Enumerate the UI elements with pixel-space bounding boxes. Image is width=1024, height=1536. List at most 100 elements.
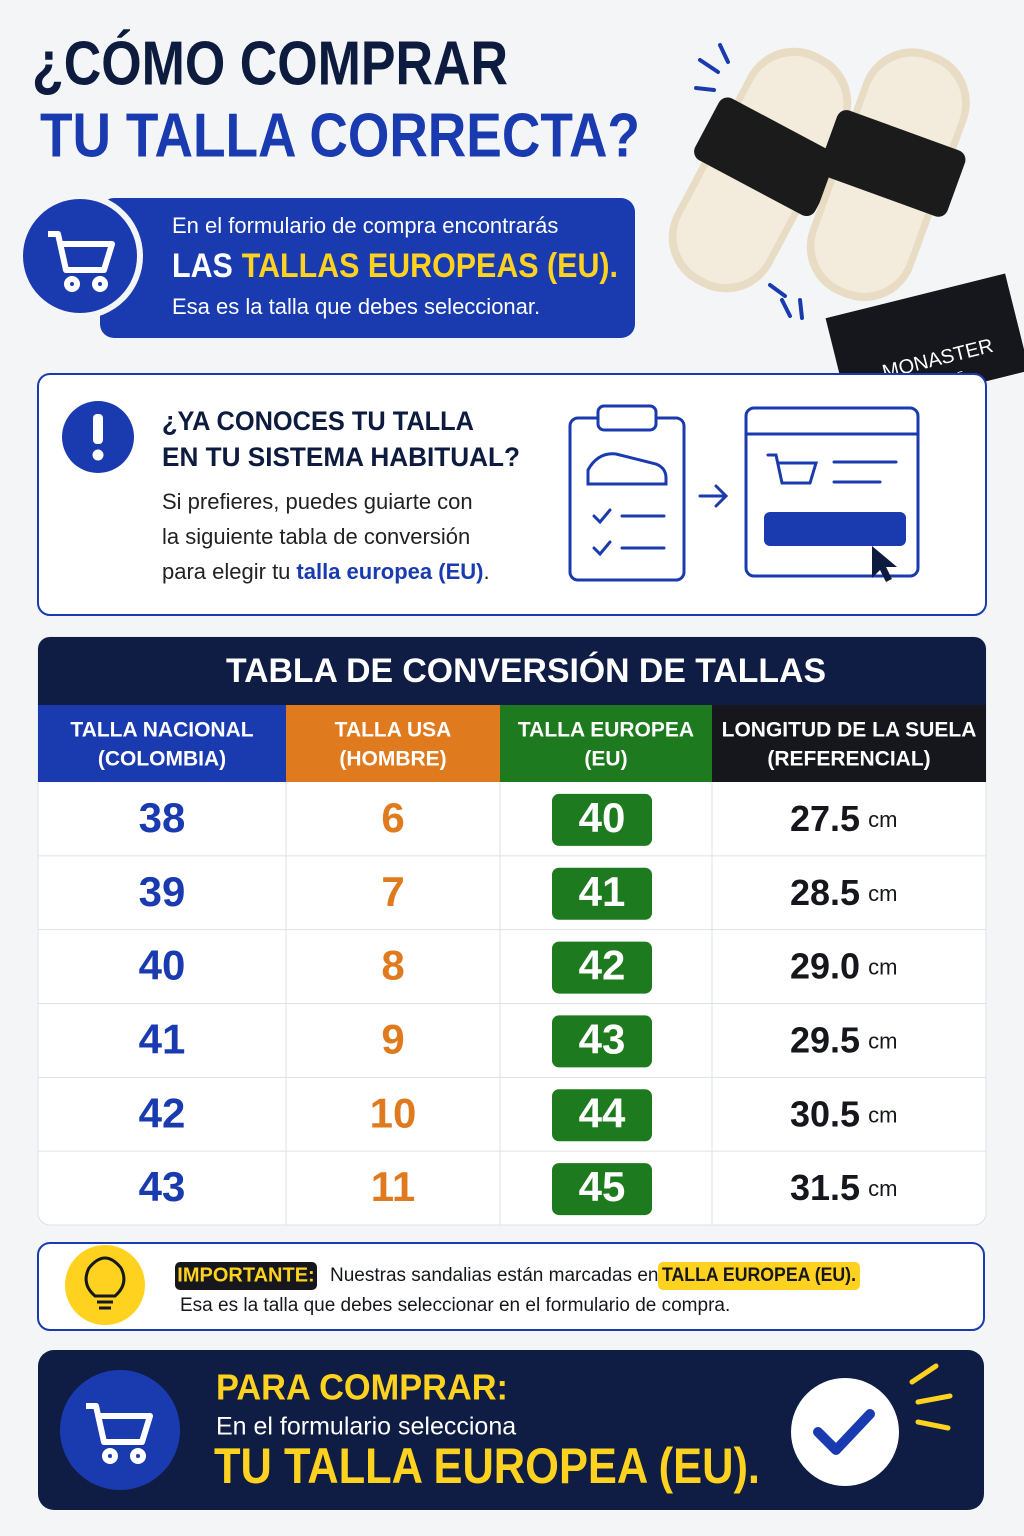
table-cell: 30.5 cm	[790, 1093, 897, 1134]
cta-heading: PARA COMPRAR:	[216, 1367, 508, 1408]
cursor-icon	[872, 546, 897, 582]
select-button	[764, 512, 906, 546]
alert-mark	[93, 414, 103, 444]
important-highlight-bg	[658, 1262, 860, 1290]
important-text-a: Nuestras sandalias están marcadas en	[330, 1265, 658, 1286]
table-cell: 41	[579, 868, 626, 915]
important-label-bg	[175, 1262, 317, 1290]
table-cell: 29.0 cm	[790, 945, 897, 986]
sole-length: 30.5	[790, 1093, 860, 1134]
important-text-2: Esa es la talla que debes seleccionar en…	[180, 1295, 730, 1316]
column-header: (HOMBRE)	[339, 748, 446, 771]
eu-size-badge	[552, 1015, 652, 1068]
table-cell: 38	[139, 794, 186, 841]
info-text: .	[483, 559, 489, 584]
eu-size-badge	[552, 941, 652, 994]
sole-length: 27.5	[790, 797, 860, 838]
title-line-2: TU TALLA CORRECTA?	[40, 101, 640, 170]
table-cell: 29.5 cm	[790, 1019, 897, 1060]
sole-length: 29.0	[790, 945, 860, 986]
table-cell: 41	[139, 1016, 186, 1063]
banner-box	[100, 198, 635, 338]
banner-highlight: TALLAS EUROPEAS (EU).	[242, 247, 618, 285]
column-header-bg	[712, 705, 986, 782]
unit: cm	[868, 954, 897, 979]
eu-size-badge	[552, 867, 652, 920]
column-header: (COLOMBIA)	[98, 748, 226, 771]
column-header: LONGITUD DE LA SUELA	[722, 719, 977, 742]
check-circle	[791, 1378, 899, 1486]
cart-icon	[48, 231, 115, 292]
sole-length: 28.5	[790, 871, 860, 912]
cta-line-3: TU TALLA EUROPEA (EU).	[214, 1438, 760, 1494]
column-header-bg	[500, 705, 712, 782]
table-cell: 6	[381, 794, 404, 841]
table-cell: 27.5 cm	[790, 797, 897, 838]
column-header-bg	[286, 705, 500, 782]
table-cell: 10	[370, 1089, 417, 1136]
unit: cm	[868, 881, 897, 906]
bulb-circle	[65, 1245, 145, 1325]
column-header: TALLA EUROPEA	[518, 719, 694, 742]
alert-dot	[92, 449, 104, 461]
important-label: IMPORTANTE:	[177, 1264, 314, 1286]
cart-circle	[17, 193, 143, 319]
info-heading-2: EN TU SISTEMA HABITUAL?	[162, 442, 520, 472]
column-header: (EU)	[584, 748, 627, 771]
info-highlight: talla europea (EU)	[296, 559, 483, 584]
info-text: para elegir tu	[162, 559, 290, 584]
table-cell: 42	[139, 1089, 186, 1136]
banner-line-2: LASTALLAS EUROPEAS (EU).	[172, 247, 618, 285]
table-title: TABLA DE CONVERSIÓN DE TALLAS	[226, 652, 826, 690]
table: TALLA NACIONAL (COLOMBIA) TALLA USA (HOMBRE…	[38, 705, 986, 1225]
cta-cart-circle	[60, 1370, 180, 1490]
sole-length: 29.5	[790, 1019, 860, 1060]
table-cell: 42	[579, 942, 626, 989]
table-cell: 31.5 cm	[790, 1167, 897, 1208]
check-icon	[813, 1409, 875, 1455]
table-cell: 45	[579, 1163, 626, 1210]
info-text-2: la siguiente tabla de conversión	[162, 524, 470, 549]
table-cell: 39	[139, 868, 186, 915]
column-header: (REFERENCIAL)	[767, 748, 930, 771]
eu-size-badge	[552, 793, 652, 846]
product-image: MONASTER COUTURE	[668, 43, 1024, 416]
table-cell: 8	[381, 942, 404, 989]
table-title-bar	[38, 637, 986, 705]
info-text-1: Si prefieres, puedes guiarte con	[162, 489, 473, 514]
table-cell: 40	[139, 942, 186, 989]
info-heading-1: ¿YA CONOCES TU TALLA	[162, 406, 474, 436]
table-cell: 40	[579, 794, 626, 841]
unit: cm	[868, 1176, 897, 1201]
banner-text: LAS	[172, 247, 233, 285]
sole-length: 31.5	[790, 1167, 860, 1208]
column-header: TALLA USA	[335, 719, 452, 742]
table-cell: 9	[381, 1016, 404, 1063]
column-header: TALLA NACIONAL	[70, 719, 253, 742]
important-highlight: TALLA EUROPEA (EU).	[662, 1265, 856, 1286]
table-cell: 7	[381, 868, 404, 915]
table-cell: 43	[139, 1163, 186, 1210]
table-cell: 11	[371, 1163, 415, 1210]
info-text-3: para elegir tu talla europea (EU).	[162, 559, 490, 584]
banner-line-1: En el formulario de compra encontrarás	[172, 213, 558, 238]
banner-line-3: Esa es la talla que debes seleccionar.	[172, 294, 540, 319]
cta-box	[38, 1350, 984, 1510]
table-cell: 28.5 cm	[790, 871, 897, 912]
unit: cm	[868, 807, 897, 832]
cta-line-2: En el formulario selecciona	[216, 1413, 516, 1441]
check-sparks	[909, 1363, 953, 1431]
eu-size-badge	[552, 1089, 652, 1142]
table-cell: 44	[579, 1089, 626, 1136]
process-icons	[568, 404, 920, 582]
eu-size-badge	[552, 1163, 652, 1216]
cta-cart-icon	[86, 1403, 153, 1464]
title-line-1: ¿CÓMO COMPRAR	[32, 29, 508, 98]
column-header-bg	[38, 705, 286, 782]
bulb-icon	[84, 1256, 126, 1310]
unit: cm	[868, 1028, 897, 1053]
unit: cm	[868, 1102, 897, 1127]
table-cell: 43	[579, 1016, 626, 1063]
